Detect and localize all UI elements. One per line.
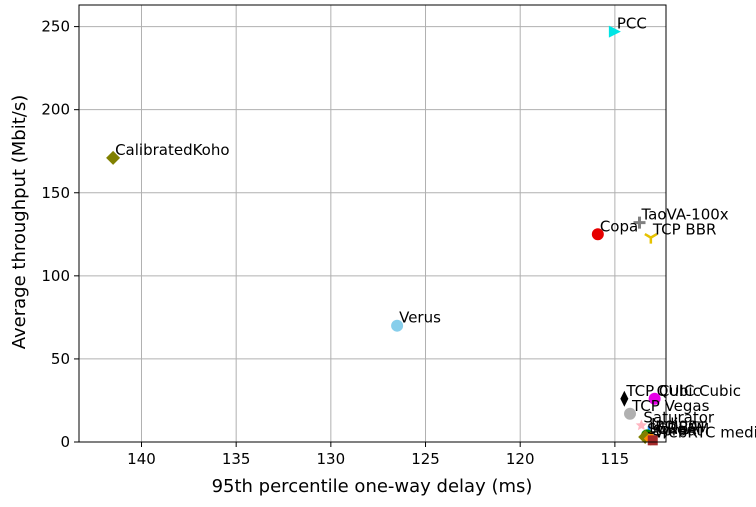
data-point-quic-cubic [648,392,661,405]
data-label-pcc: PCC [617,15,647,33]
data-point-saturator [635,419,648,431]
data-label-tcp-vegas: TCP Vegas [631,397,710,415]
data-point-copa [591,228,604,241]
x-tick-label: 140 [127,450,156,468]
x-tick-label: 135 [222,450,251,468]
x-axis-label: 95th percentile one-way delay (ms) [212,476,533,497]
data-point-tcp-vegas [624,407,637,420]
data-label-sprout: Sprout [653,422,703,440]
data-label-tcp-bbr: TCP BBR [652,221,717,239]
x-tick-label: 130 [317,450,346,468]
x-tick-label: 115 [601,450,630,468]
data-point-webrtc-media [647,435,658,446]
y-tick-label: 250 [41,18,70,36]
x-tick-label: 125 [411,450,440,468]
data-label-taova-100x: TaoVA-100x [640,206,728,224]
y-axis-label: Average throughput (Mbit/s) [9,95,30,349]
y-tick-label: 100 [41,267,70,285]
data-label-webrtc-media: WebRTC media [655,423,756,441]
y-tick-label: 50 [51,350,70,368]
data-label-scream: SCReAM [647,420,709,438]
data-label-quic-cubic: QUIC Cubic [657,382,741,400]
y-tick-label: 0 [60,433,70,451]
axis-ticks: 140 135 130 125 120 115 0 50 100 150 200 250 [41,18,629,468]
data-label-verus: Verus [399,309,441,327]
data-label-ledbat: LEDBAT [649,418,708,436]
data-label-tcp-cubic: TCP Cubic [625,382,701,400]
data-point-tcp-cubic [620,390,629,407]
y-tick-label: 200 [41,101,70,119]
y-tick-label: 150 [41,184,70,202]
data-point-tcp-bbr [644,232,658,244]
data-label-saturator: Saturator [643,408,715,426]
x-tick-label: 120 [506,450,535,468]
plot-frame [78,4,667,443]
data-point-pcc [608,25,621,38]
data-point-taova-100x [633,216,646,229]
grid [79,5,666,443]
data-point-calibratedkoho [106,150,121,165]
data-point-verus [391,319,404,332]
data-points [106,25,661,446]
data-label-calibratedkoho: CalibratedKoho [115,141,229,159]
data-label-copa: Copa [600,217,638,235]
data-label-indigo: Indigo [651,415,697,433]
